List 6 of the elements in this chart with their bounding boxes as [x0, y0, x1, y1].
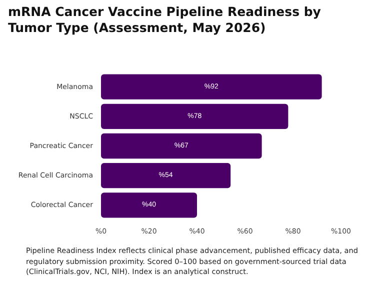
bar — [101, 104, 288, 129]
bar — [101, 192, 197, 218]
bar — [101, 163, 231, 188]
chart-title: mRNA Cancer Vaccine Pipeline Readiness by Tumor Type (Assessment, May 2026) — [8, 4, 322, 36]
bar — [101, 133, 262, 159]
bar — [101, 74, 322, 100]
